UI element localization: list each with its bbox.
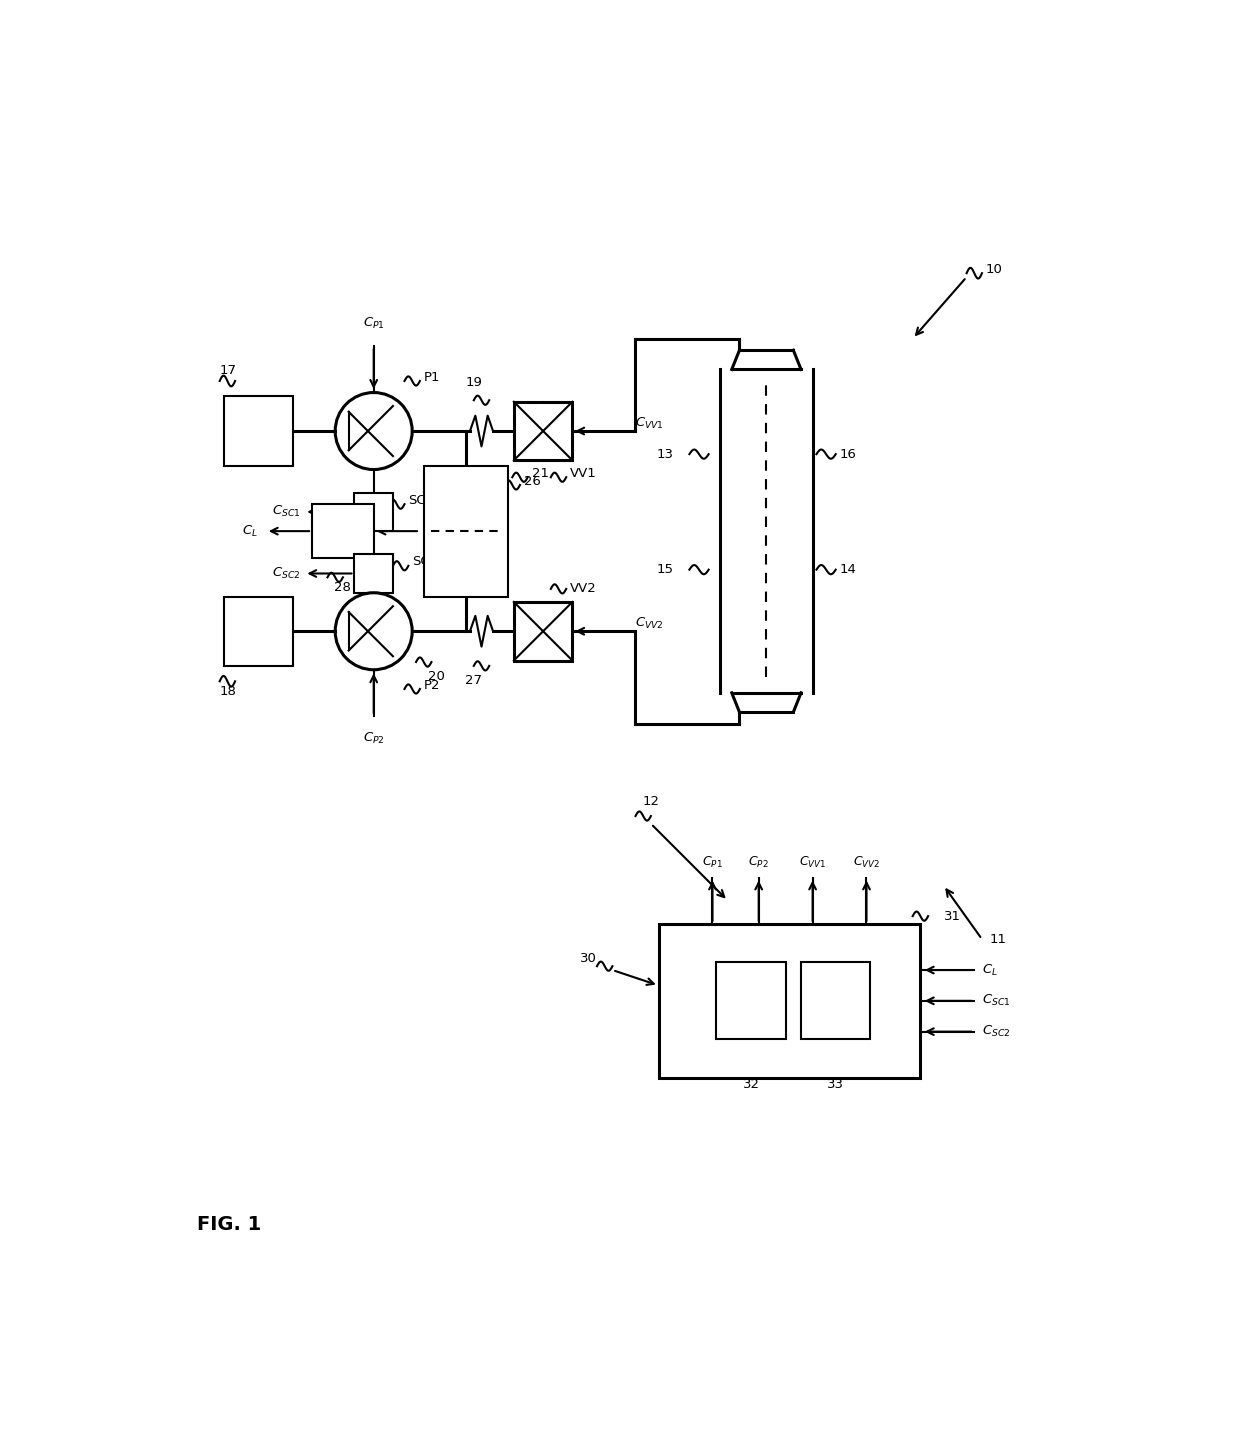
Text: L: L <box>477 516 486 531</box>
Text: 16: 16 <box>839 448 857 461</box>
Bar <box>801 962 870 1040</box>
Text: 31: 31 <box>944 909 961 923</box>
Text: 17: 17 <box>219 365 237 378</box>
Bar <box>424 465 508 596</box>
Text: $C_{VV1}$: $C_{VV1}$ <box>799 854 826 870</box>
Text: $C_{L}$: $C_{L}$ <box>982 962 998 978</box>
Text: $C_{L}$: $C_{L}$ <box>242 524 258 538</box>
Text: P1: P1 <box>424 370 440 383</box>
Text: 28: 28 <box>335 582 351 595</box>
Text: $C_{P2}$: $C_{P2}$ <box>363 731 384 747</box>
Text: $C_{SC1}$: $C_{SC1}$ <box>982 994 1011 1008</box>
Text: $C_{P1}$: $C_{P1}$ <box>702 854 723 870</box>
Text: 21: 21 <box>532 467 548 480</box>
Text: 33: 33 <box>827 1078 844 1091</box>
Text: FIG. 1: FIG. 1 <box>197 1215 260 1234</box>
Text: 32: 32 <box>743 1078 759 1091</box>
Text: $C_{P2}$: $C_{P2}$ <box>749 854 769 870</box>
Bar <box>717 962 786 1040</box>
Text: $C_{VV1}$: $C_{VV1}$ <box>635 416 665 431</box>
Text: $C_{VV2}$: $C_{VV2}$ <box>853 854 880 870</box>
Text: 20: 20 <box>428 669 444 682</box>
Text: $C_{VV2}$: $C_{VV2}$ <box>635 616 665 630</box>
Text: 26: 26 <box>523 474 541 488</box>
Text: P2: P2 <box>424 679 440 692</box>
Text: 10: 10 <box>986 263 1003 276</box>
Text: $C_{SC2}$: $C_{SC2}$ <box>272 566 300 582</box>
Text: 13: 13 <box>657 448 675 461</box>
Text: 15: 15 <box>657 563 675 576</box>
Text: SC1: SC1 <box>408 494 434 507</box>
Bar <box>223 596 293 666</box>
Text: VV1: VV1 <box>570 467 596 480</box>
Bar <box>513 602 573 661</box>
Text: VV2: VV2 <box>570 583 596 596</box>
Text: 19: 19 <box>465 376 482 389</box>
Bar <box>223 396 293 465</box>
Bar <box>658 923 920 1078</box>
Bar <box>513 402 573 461</box>
Text: 18: 18 <box>219 685 237 698</box>
Bar <box>312 504 373 559</box>
Text: $C_{SC1}$: $C_{SC1}$ <box>272 504 300 520</box>
Text: $C_{SC2}$: $C_{SC2}$ <box>982 1024 1011 1040</box>
Text: 30: 30 <box>580 952 596 965</box>
Text: $C_{P1}$: $C_{P1}$ <box>363 316 384 330</box>
Text: 12: 12 <box>642 796 660 808</box>
Text: 14: 14 <box>839 563 857 576</box>
Text: 27: 27 <box>465 673 482 686</box>
Text: 11: 11 <box>990 933 1007 946</box>
Bar <box>355 554 393 593</box>
Text: SC2: SC2 <box>412 556 438 569</box>
Bar <box>355 493 393 531</box>
